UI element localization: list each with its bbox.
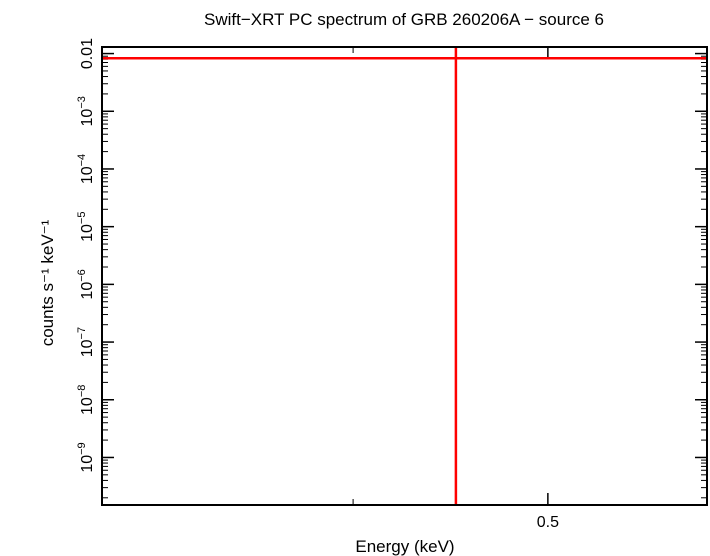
y-tick-label: 0.01 [79, 38, 96, 69]
y-tick-label: 10−5 [76, 212, 96, 242]
y-axis-label: counts s⁻¹ keV⁻¹ [38, 219, 57, 346]
chart-title: Swift−XRT PC spectrum of GRB 260206A − s… [204, 10, 604, 29]
y-tick-label: 10−8 [76, 385, 96, 415]
y-tick-label: 10−3 [76, 96, 96, 126]
x-tick-label: 0.5 [537, 514, 559, 531]
y-tick-label: 10−6 [76, 269, 96, 299]
y-tick-label: 10−7 [76, 327, 96, 357]
plot-frame [101, 46, 708, 506]
y-tick-label: 10−4 [76, 154, 96, 184]
y-tick-label: 10−9 [76, 442, 96, 472]
x-axis-label: Energy (keV) [355, 537, 454, 556]
